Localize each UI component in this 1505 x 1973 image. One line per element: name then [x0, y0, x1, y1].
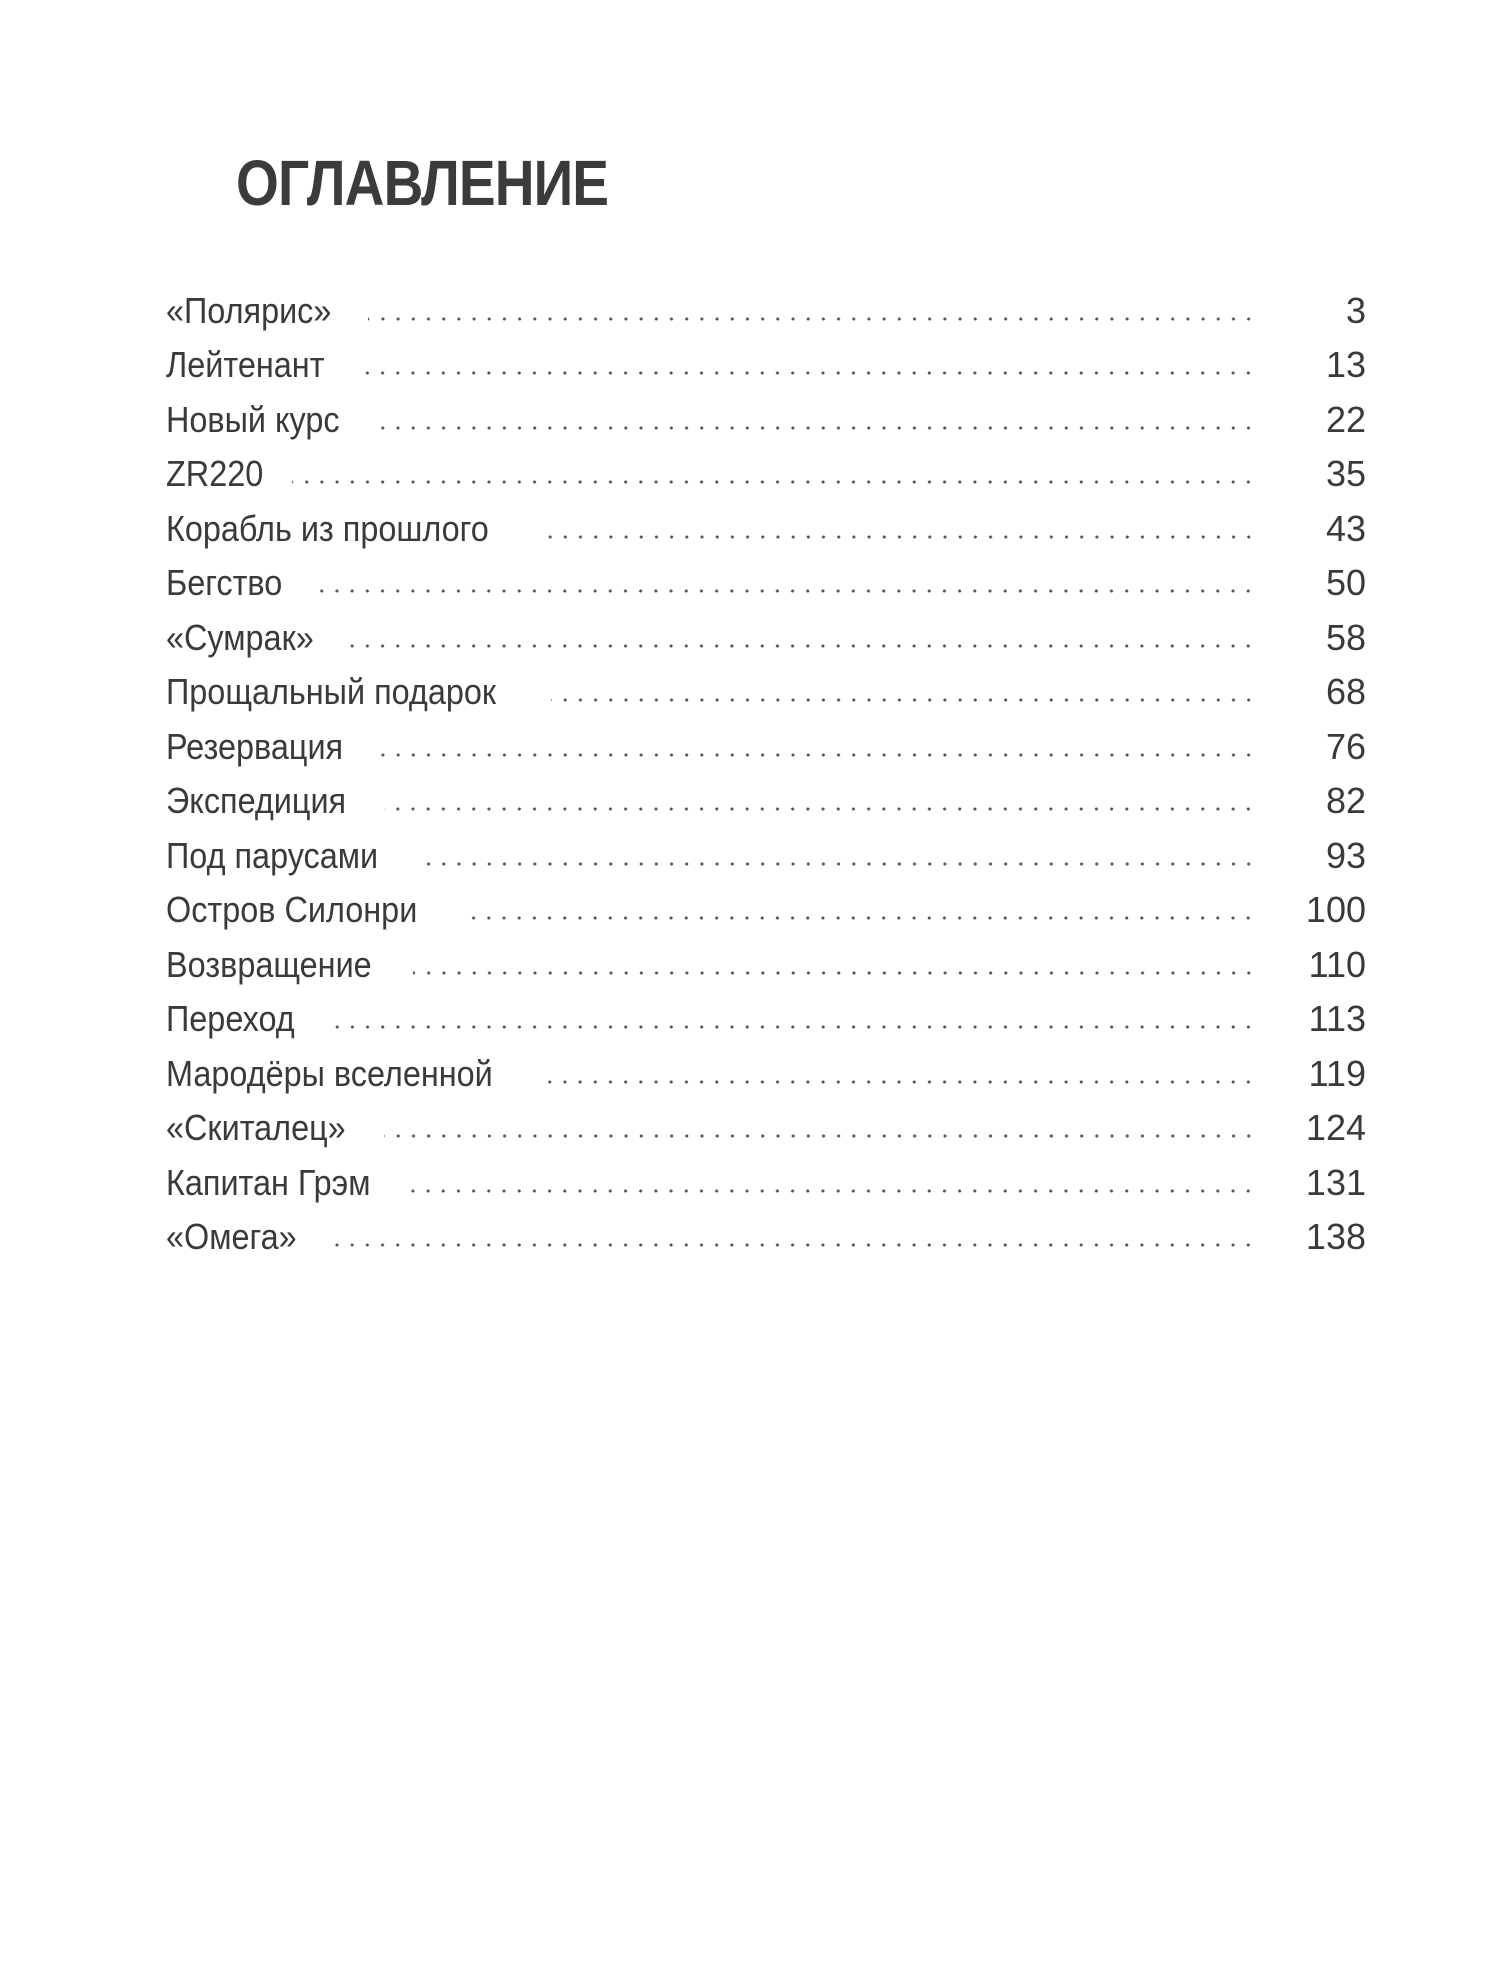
toc-entry-page: 131 [1305, 1161, 1366, 1203]
toc-entry-title: Лейтенант [166, 344, 325, 385]
toc-entry-page: 3 [1345, 289, 1366, 331]
page-title: ОГЛАВЛЕНИЕ [236, 147, 609, 219]
toc-entry-page: 82 [1325, 780, 1366, 821]
toc-entry-title: Экспедиция [166, 780, 347, 821]
dot-leader [367, 314, 1256, 323]
toc-entry: Капитан Грэм 131 [166, 1150, 1366, 1205]
toc-entry: Мародёры вселенной 119 [166, 1041, 1366, 1096]
dot-leader [419, 859, 1256, 868]
toc-entry-title: Резервация [166, 725, 344, 767]
toc-entry: Под парусами 93 [166, 823, 1366, 878]
dot-leader [326, 1023, 1256, 1031]
toc-entry: Новый курс 22 [166, 387, 1366, 442]
toc-entry-page: 93 [1325, 834, 1366, 876]
toc-entry-title: «Скиталец» [166, 1107, 346, 1148]
toc-entry: Экспедиция 82 [166, 769, 1366, 824]
toc-entry-title: Корабль из прошлого [166, 507, 489, 549]
toc-entry-page: 43 [1325, 507, 1366, 549]
toc-entry-title: Капитан Грэм [166, 1161, 371, 1203]
toc-entry-page: 119 [1308, 1052, 1366, 1094]
toc-entry-page: 68 [1325, 671, 1366, 712]
dot-leader [411, 1186, 1256, 1195]
toc-entry-title: Новый курс [166, 398, 340, 440]
toc-entry-title: Возвращение [166, 943, 372, 985]
toc-entry: Резервация 76 [166, 714, 1366, 769]
toc-entry-page: 110 [1308, 943, 1366, 985]
toc-entry-page: 22 [1325, 398, 1366, 440]
dot-leader [542, 532, 1256, 541]
toc-entry-title: Переход [166, 998, 295, 1039]
dot-leader [313, 587, 1256, 595]
dot-leader [360, 369, 1256, 377]
dot-leader [329, 1241, 1256, 1249]
toc-entry-page: 58 [1325, 616, 1366, 658]
dot-leader [376, 423, 1256, 432]
toc-entry: ZR220 35 [166, 442, 1366, 497]
toc-entry-title: Мародёры вселенной [166, 1052, 493, 1094]
dot-leader [384, 805, 1256, 813]
dot-leader [380, 750, 1256, 759]
toc-entry-title: «Полярис» [166, 289, 332, 331]
toc-entry-page: 138 [1305, 1216, 1366, 1257]
toc-entry: Прощальный подарок 68 [166, 660, 1366, 715]
toc-entry-page: 35 [1325, 453, 1366, 494]
toc-entry-page: 13 [1325, 344, 1366, 385]
toc-entry-title: «Омега» [166, 1216, 297, 1257]
toc-entry-title: Под парусами [166, 834, 379, 876]
toc-entry: Корабль из прошлого 43 [166, 496, 1366, 551]
toc-entry: «Сумрак» 58 [166, 605, 1366, 660]
dot-leader [463, 914, 1256, 922]
dot-leader [547, 1077, 1256, 1086]
toc-entry: Возвращение 110 [166, 932, 1366, 987]
toc-entry-title: ZR220 [166, 453, 264, 494]
toc-entry: Лейтенант 13 [166, 333, 1366, 388]
dot-leader [292, 478, 1256, 486]
toc-entry: «Скиталец» 124 [166, 1096, 1366, 1151]
toc-entry-title: Остров Силонри [166, 889, 418, 930]
dot-leader [348, 641, 1256, 650]
toc-entry-page: 100 [1305, 889, 1366, 930]
toc-entry: «Полярис» 3 [166, 278, 1366, 333]
toc-entry: Бегство 50 [166, 551, 1366, 606]
dot-leader [383, 1132, 1256, 1140]
toc-entry: «Омега» 138 [166, 1205, 1366, 1260]
table-of-contents: «Полярис» 3 Лейтенант 13 Новый курс 22 ZR220 35… [166, 278, 1366, 1259]
toc-entry: Переход 113 [166, 987, 1366, 1042]
toc-entry: Остров Силонри 100 [166, 878, 1366, 933]
toc-entry-title: «Сумрак» [166, 616, 314, 658]
toc-entry-title: Бегство [166, 562, 283, 603]
dot-leader [412, 968, 1256, 977]
toc-entry-page: 50 [1325, 562, 1366, 603]
toc-entry-title: Прощальный подарок [166, 671, 497, 712]
dot-leader [550, 696, 1256, 704]
toc-entry-page: 76 [1325, 725, 1366, 767]
toc-entry-page: 124 [1305, 1107, 1366, 1148]
toc-entry-page: 113 [1308, 998, 1366, 1039]
